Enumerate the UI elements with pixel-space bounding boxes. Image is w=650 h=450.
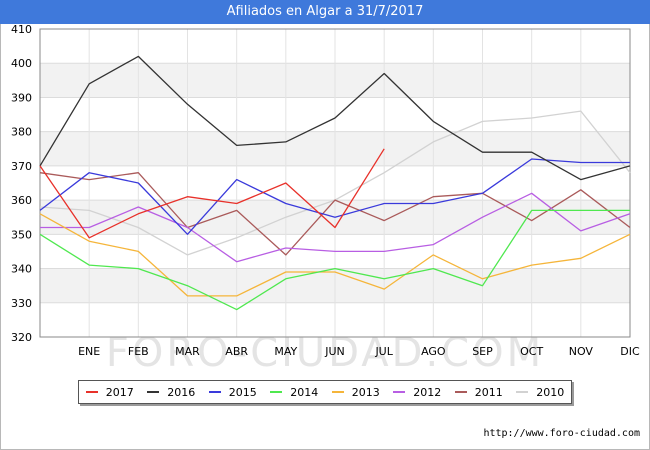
series-line-2013	[39, 213, 631, 297]
legend-item-2010: 2010	[516, 386, 564, 399]
series-line-2016	[39, 55, 631, 181]
legend-swatch	[208, 391, 221, 393]
legend-label: 2010	[536, 385, 565, 399]
legend-swatch	[85, 391, 98, 393]
legend-label: 2013	[351, 385, 380, 399]
watermark: FORO-CIUDAD.COM	[105, 330, 545, 376]
legend-item-2017: 2017	[85, 385, 134, 399]
legend-label: 2017	[105, 385, 134, 399]
y-tick-label: 390	[11, 91, 32, 104]
legend-label: 2016	[167, 385, 196, 399]
y-tick-label: 360	[11, 194, 32, 207]
legend-swatch	[270, 391, 283, 393]
x-tick-label: MAR	[175, 345, 200, 358]
y-tick-label: 380	[11, 126, 32, 139]
plot-border	[39, 28, 631, 338]
x-tick-label: ENE	[78, 345, 100, 358]
x-tick-label: ABR	[225, 345, 248, 358]
legend-swatch	[516, 391, 529, 393]
legend-item-2011: 2011	[454, 385, 503, 399]
x-tick-label: OCT	[520, 345, 543, 358]
x-tick-label: MAY	[274, 345, 297, 358]
x-tick-label: JUN	[324, 345, 345, 358]
y-tick-label: 320	[11, 331, 32, 344]
series-line-2011	[39, 172, 631, 256]
legend-swatch	[147, 391, 160, 393]
x-tick-label: FEB	[128, 345, 149, 358]
legend-item-2013: 2013	[331, 385, 380, 399]
y-tick-label: 340	[11, 263, 32, 276]
legend-item-2012: 2012	[393, 386, 441, 399]
x-tick-label: DIC	[620, 345, 640, 358]
series-line-2017	[39, 148, 385, 239]
x-tick-label: SEP	[472, 345, 493, 358]
y-tick-label: 330	[11, 297, 32, 310]
legend-swatch	[454, 391, 467, 393]
y-tick-label: 400	[11, 57, 32, 70]
legend-label: 2012	[413, 385, 442, 399]
x-tick-label: AGO	[421, 345, 446, 358]
legend-label: 2015	[228, 385, 257, 399]
series-line-2015	[39, 158, 630, 235]
legend-label: 2014	[290, 385, 319, 399]
y-tick-label: 350	[11, 228, 32, 241]
legend-swatch	[393, 391, 406, 393]
legend-label: 2011	[474, 385, 503, 399]
legend-item-2016: 2016	[147, 386, 195, 399]
chart-title: Afiliados en Algar a 31/7/2017	[0, 0, 650, 24]
y-tick-label: 370	[11, 160, 32, 173]
legend-swatch	[331, 391, 344, 393]
series-line-2014	[39, 209, 630, 311]
x-tick-label: JUL	[374, 345, 393, 358]
y-tick-label: 410	[11, 23, 32, 36]
series-line-2012	[40, 192, 631, 263]
legend-item-2015: 2015	[208, 385, 257, 399]
chart-legend: 2017 2016 2015 2014 2013 2012 2011 2010	[78, 380, 572, 404]
source-url[interactable]: http://www.foro-ciudad.com	[483, 428, 640, 439]
x-tick-label: NOV	[569, 345, 594, 358]
legend-item-2014: 2014	[270, 386, 318, 399]
